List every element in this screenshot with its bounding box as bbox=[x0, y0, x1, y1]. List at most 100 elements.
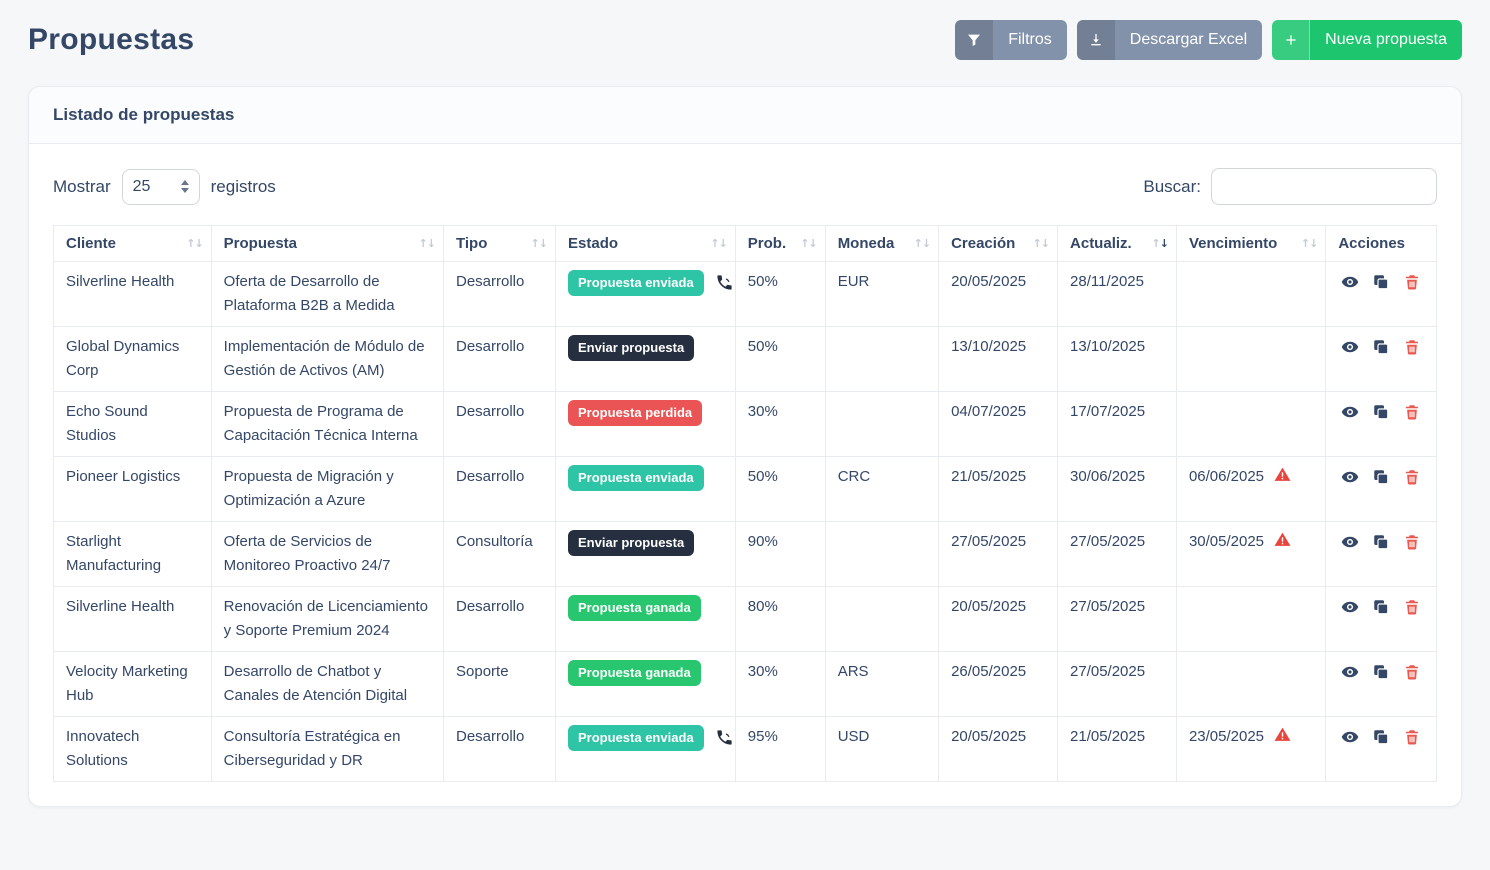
sort-icon: ↑↓ bbox=[1300, 237, 1318, 250]
cell-moneda bbox=[824, 326, 940, 392]
new-proposal-button[interactable]: Nueva propuesta bbox=[1272, 20, 1462, 60]
page-title: Propuestas bbox=[28, 23, 195, 56]
column-header-prob[interactable]: Prob. ↑↓ bbox=[734, 225, 826, 262]
column-label: Vencimiento bbox=[1188, 235, 1278, 252]
duplicate-icon[interactable] bbox=[1372, 273, 1390, 291]
cell-actualiz: 27/05/2025 bbox=[1057, 586, 1177, 652]
cell-acciones bbox=[1325, 586, 1437, 652]
cell-prob: 30% bbox=[734, 391, 826, 457]
sort-icon: ↑↓ bbox=[913, 237, 931, 250]
trash-icon[interactable] bbox=[1403, 468, 1421, 486]
column-label: Cliente bbox=[66, 235, 117, 252]
cell-estado: Propuesta perdida bbox=[555, 391, 736, 457]
action-group bbox=[1338, 660, 1424, 681]
new-proposal-button-label: Nueva propuesta bbox=[1325, 31, 1447, 48]
cell-cliente: Pioneer Logistics bbox=[53, 456, 212, 522]
header-actions: Filtros Descargar Excel Nueva propuesta bbox=[955, 20, 1462, 60]
trash-icon[interactable] bbox=[1403, 273, 1421, 291]
cell-propuesta: Propuesta de Migración y Optimización a … bbox=[210, 456, 445, 522]
duplicate-icon[interactable] bbox=[1372, 728, 1390, 746]
table-row: Silverline Health Renovación de Licencia… bbox=[53, 586, 1437, 652]
action-group bbox=[1338, 530, 1424, 551]
cell-moneda bbox=[824, 391, 940, 457]
cell-prob: 80% bbox=[734, 586, 826, 652]
duplicate-icon[interactable] bbox=[1372, 533, 1390, 551]
status-badge: Propuesta perdida bbox=[568, 400, 703, 426]
column-header-creacion[interactable]: Creación ↑↓ bbox=[938, 225, 1059, 262]
filters-button[interactable]: Filtros bbox=[955, 20, 1067, 60]
warning-icon bbox=[1274, 531, 1291, 548]
card-title: Listado de propuestas bbox=[53, 105, 235, 124]
column-label: Acciones bbox=[1338, 235, 1406, 252]
duplicate-icon[interactable] bbox=[1372, 338, 1390, 356]
cell-moneda: CRC bbox=[824, 456, 940, 522]
view-icon[interactable] bbox=[1341, 533, 1359, 551]
duplicate-icon[interactable] bbox=[1372, 663, 1390, 681]
cell-acciones bbox=[1325, 456, 1437, 522]
cell-cliente: Silverline Health bbox=[53, 586, 212, 652]
column-header-moneda[interactable]: Moneda ↑↓ bbox=[824, 225, 940, 262]
view-icon[interactable] bbox=[1341, 598, 1359, 616]
column-header-actualiz[interactable]: Actualiz. ↑↓ bbox=[1057, 225, 1177, 262]
cell-cliente: Velocity Marketing Hub bbox=[53, 651, 212, 717]
view-icon[interactable] bbox=[1341, 663, 1359, 681]
table-row: Starlight Manufacturing Oferta de Servic… bbox=[53, 521, 1437, 587]
column-label: Propuesta bbox=[223, 235, 298, 252]
column-header-estado[interactable]: Estado ↑↓ bbox=[555, 225, 736, 262]
trash-icon[interactable] bbox=[1403, 663, 1421, 681]
cell-propuesta: Oferta de Servicios de Monitoreo Proacti… bbox=[210, 521, 445, 587]
plus-icon bbox=[1272, 20, 1311, 60]
select-arrows-icon bbox=[180, 180, 189, 193]
column-header-vencimiento[interactable]: Vencimiento ↑↓ bbox=[1175, 225, 1327, 262]
status-badge: Enviar propuesta bbox=[568, 335, 695, 361]
cell-creacion: 20/05/2025 bbox=[938, 586, 1059, 652]
duplicate-icon[interactable] bbox=[1372, 468, 1390, 486]
trash-icon[interactable] bbox=[1403, 728, 1421, 746]
view-icon[interactable] bbox=[1341, 273, 1359, 291]
column-header-cliente[interactable]: Cliente ↑↓ bbox=[53, 225, 212, 262]
cell-vencimiento: 06/06/2025 bbox=[1175, 456, 1327, 522]
column-header-propuesta[interactable]: Propuesta ↑↓ bbox=[210, 225, 445, 262]
view-icon[interactable] bbox=[1341, 728, 1359, 746]
column-label: Tipo bbox=[456, 235, 488, 252]
view-icon[interactable] bbox=[1341, 403, 1359, 421]
cell-acciones bbox=[1325, 651, 1437, 717]
cell-prob: 90% bbox=[734, 521, 826, 587]
cell-creacion: 26/05/2025 bbox=[938, 651, 1059, 717]
cell-tipo: Soporte bbox=[442, 651, 557, 717]
search-input[interactable] bbox=[1211, 168, 1437, 205]
cell-acciones bbox=[1325, 521, 1437, 587]
cell-tipo: Desarrollo bbox=[442, 456, 557, 522]
column-label: Moneda bbox=[837, 235, 895, 252]
page-length-select[interactable]: 25 bbox=[121, 168, 200, 205]
download-excel-button[interactable]: Descargar Excel bbox=[1076, 20, 1263, 60]
cell-propuesta: Renovación de Licenciamiento y Soporte P… bbox=[210, 586, 445, 652]
action-group bbox=[1338, 335, 1424, 356]
cell-creacion: 13/10/2025 bbox=[938, 326, 1059, 392]
trash-icon[interactable] bbox=[1403, 598, 1421, 616]
status-badge: Propuesta enviada bbox=[568, 465, 704, 491]
trash-icon[interactable] bbox=[1403, 338, 1421, 356]
table-row: Silverline Health Oferta de Desarrollo d… bbox=[53, 261, 1437, 327]
view-icon[interactable] bbox=[1341, 468, 1359, 486]
page-length-value: 25 bbox=[132, 177, 151, 195]
download-excel-button-label: Descargar Excel bbox=[1129, 31, 1248, 48]
card-header: Listado de propuestas bbox=[29, 87, 1461, 144]
action-group bbox=[1338, 725, 1424, 746]
column-header-tipo[interactable]: Tipo ↑↓ bbox=[442, 225, 557, 262]
cell-moneda bbox=[824, 521, 940, 587]
duplicate-icon[interactable] bbox=[1372, 598, 1390, 616]
records-label: registros bbox=[210, 176, 276, 196]
show-label: Mostrar bbox=[53, 176, 111, 196]
phone-icon bbox=[715, 728, 734, 747]
duplicate-icon[interactable] bbox=[1372, 403, 1390, 421]
cell-tipo: Desarrollo bbox=[442, 261, 557, 327]
status-badge: Propuesta enviada bbox=[568, 725, 704, 751]
trash-icon[interactable] bbox=[1403, 403, 1421, 421]
cell-vencimiento: 23/05/2025 bbox=[1175, 716, 1327, 782]
cell-cliente: Innovatech Solutions bbox=[53, 716, 212, 782]
cell-propuesta: Consultoría Estratégica en Cibersegurida… bbox=[210, 716, 445, 782]
view-icon[interactable] bbox=[1341, 338, 1359, 356]
trash-icon[interactable] bbox=[1403, 533, 1421, 551]
cell-tipo: Desarrollo bbox=[442, 716, 557, 782]
